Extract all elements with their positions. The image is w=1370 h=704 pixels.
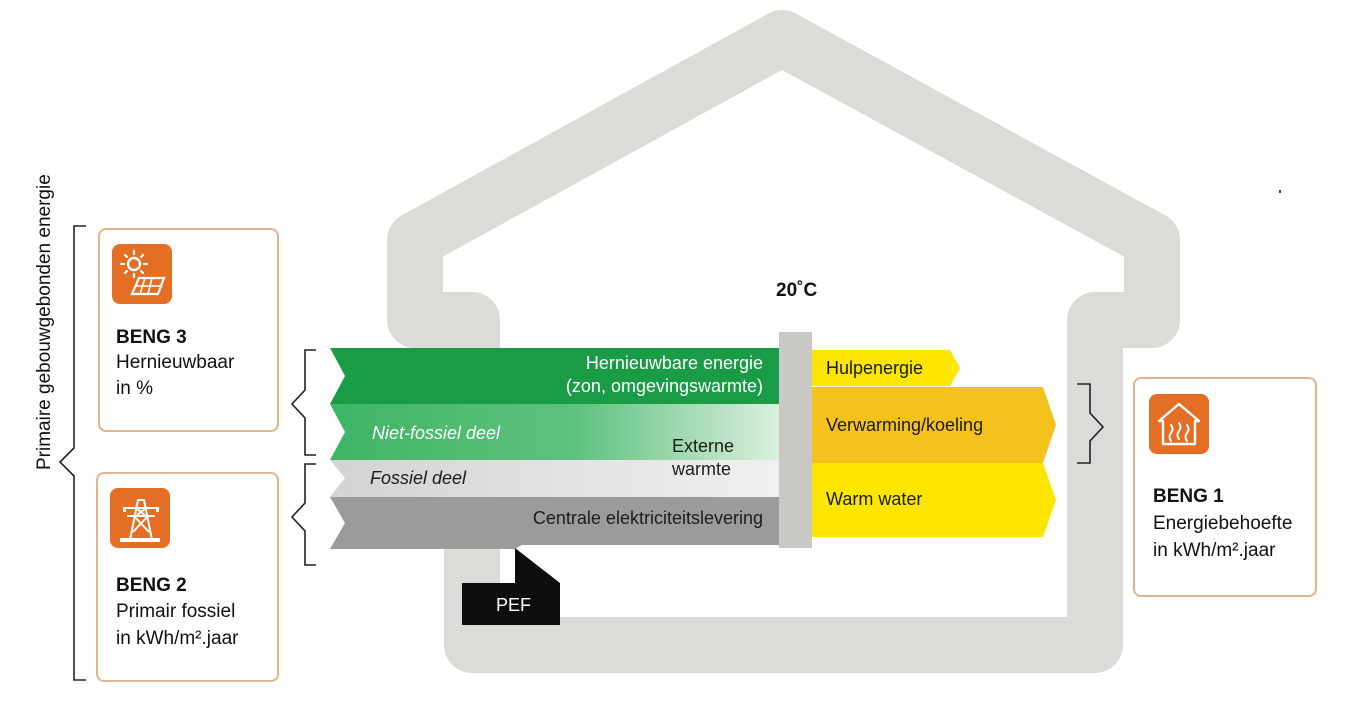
solar-panel-icon [112, 244, 172, 304]
heating-arrow [812, 387, 1056, 463]
renewable-label-line2: (zon, omgevingswarmte) [565, 376, 763, 396]
fossil-flow [330, 460, 779, 497]
renewable-label-line1: Hernieuwbare energie [585, 353, 763, 373]
external-heat-line1: Externe [672, 436, 735, 456]
beng3-line1: Hernieuwbaar [116, 352, 235, 373]
stray-mark [1279, 190, 1281, 193]
nonfossil-label: Niet-fossiel deel [372, 423, 501, 443]
hot-water-arrow [812, 463, 1056, 537]
house-outline [387, 10, 1180, 673]
external-heat-line2: warmte [672, 459, 732, 479]
vertical-label: Primaire gebouwgebonden energie [34, 174, 55, 470]
primary-energy-bracket [58, 225, 86, 681]
beng1-card: BENG 1 Energiebehoefte in kWh/m².jaar [1133, 377, 1317, 597]
renewable-flow [330, 348, 779, 404]
beng1-line1: Energiebehoefte [1153, 513, 1293, 534]
demand-bracket [1077, 383, 1105, 464]
central-electricity-label: Centrale elektriciteitslevering [532, 508, 763, 528]
beng2-line2: in kWh/m².jaar [116, 628, 239, 649]
fossil-label: Fossiel deel [370, 468, 467, 488]
separator-pillar [779, 332, 812, 548]
renewable-bracket [290, 349, 316, 456]
beng3-line2: in % [116, 378, 153, 399]
beng2-title: BENG 2 [116, 575, 187, 596]
central-electricity-flow [330, 497, 779, 549]
hot-water-label: Warm water [826, 489, 923, 509]
beng1-line2: in kWh/m².jaar [1153, 540, 1276, 561]
beng2-line1: Primair fossiel [116, 601, 236, 622]
temperature-label: 20˚C [776, 280, 818, 301]
beng3-title: BENG 3 [116, 327, 187, 348]
aux-energy-arrow [812, 350, 960, 386]
house-heating-icon [1149, 394, 1209, 454]
beng2-card: BENG 2 Primair fossiel in kWh/m².jaar [96, 472, 279, 682]
nonfossil-flow [330, 404, 779, 460]
power-pylon-icon [110, 488, 170, 548]
pef-shape [462, 548, 560, 625]
beng1-title: BENG 1 [1153, 486, 1224, 507]
pef-label: PEF [496, 595, 532, 615]
aux-energy-label: Hulpenergie [826, 358, 924, 378]
beng3-card: BENG 3 Hernieuwbaar in % [98, 228, 279, 432]
heating-label: Verwarming/koeling [826, 415, 984, 435]
fossil-bracket [290, 463, 316, 566]
